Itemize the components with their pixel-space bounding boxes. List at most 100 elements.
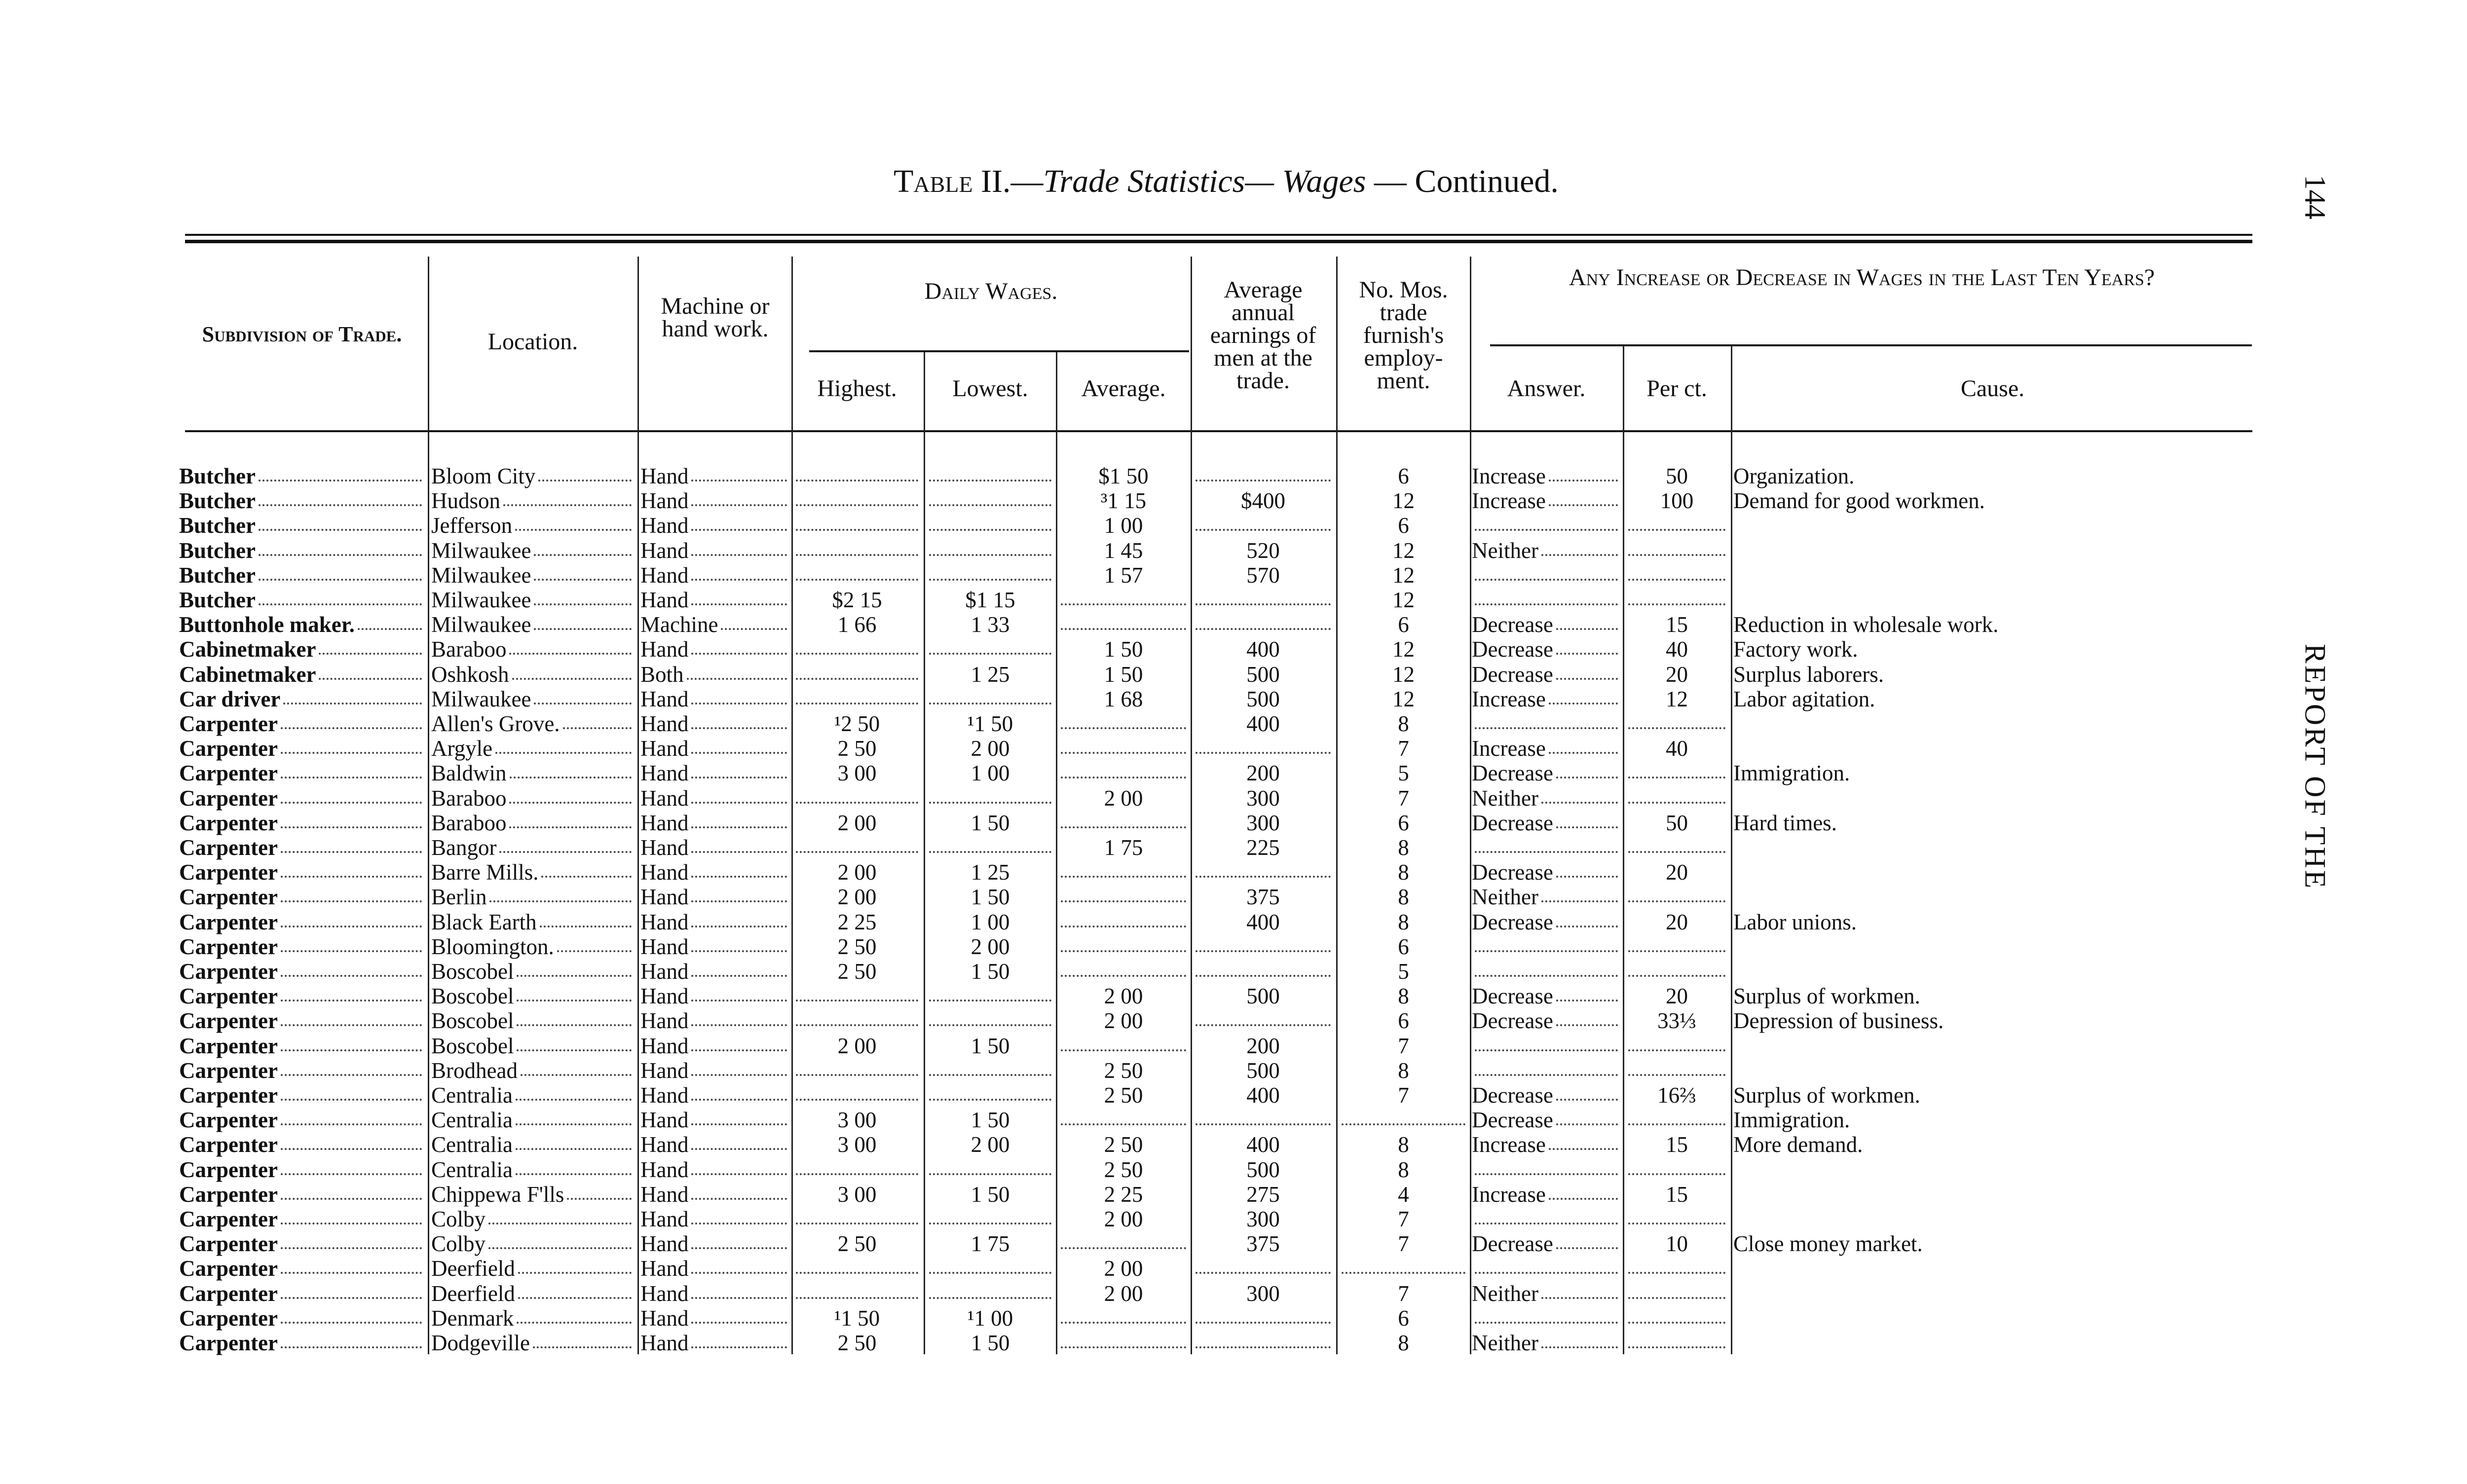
table-cell [793,1157,921,1182]
cell-text: Hand [640,538,689,563]
cell-text: 1 57 [1104,562,1143,588]
leader [357,612,422,631]
table-cell: Surplus of workmen. [1733,1083,2252,1108]
leader [283,687,422,705]
table-cell: Decrease [1472,612,1621,637]
leader [1475,563,1618,581]
table-cell [1625,1281,1728,1306]
leader [557,934,632,952]
table-cell: Carpenter [179,1207,425,1231]
table-cell [1472,1306,1621,1331]
table-cell [1625,959,1728,984]
leader [691,1058,787,1076]
leader [280,1306,422,1324]
cell-text: Increase [1472,464,1546,488]
table-cell: 2 00 [1058,1281,1189,1306]
table-cell [926,464,1054,488]
cell-text: Increase [1472,686,1546,711]
table-title: Table II.—Trade Statistics— Wages — Cont… [691,163,1761,200]
cell-text: Butcher [179,513,256,538]
cell-text: Milwaukee [431,538,531,563]
cell-text: Both [640,662,684,687]
leader [796,984,918,1002]
leader [1475,1157,1618,1175]
table-cell [926,637,1054,662]
cell-text: 16⅔ [1657,1083,1696,1108]
cell-text: ¹2 50 [834,711,880,736]
leader [1196,612,1331,631]
cell-text: $1 50 [1098,464,1149,488]
table-cell: Reduction in wholesale work. [1733,612,2252,637]
table-cell: 2 50 [1058,1083,1189,1108]
leader [503,488,632,507]
leader [280,1034,422,1051]
table-cell: ¹1 50 [793,1306,921,1331]
cell-text: Hand [640,1157,689,1182]
table-cell: 400 [1193,1132,1334,1157]
leader [1475,959,1618,977]
table-cell: Increase [1472,1182,1621,1207]
cell-text: Hand [640,1058,689,1083]
table-cell: 15 [1625,1182,1728,1207]
table-cell: 12 [1625,687,1728,711]
leader [796,1256,918,1274]
cell-text: Carpenter [179,736,278,761]
leader [562,711,632,729]
leader [280,1256,422,1274]
table-cell: 2 00 [793,860,921,885]
cell-text: Hand [640,736,689,761]
table-cell [793,1256,921,1281]
cell-text: Hand [640,1281,689,1306]
table-cell: Hand [640,1306,790,1331]
cell-text: 400 [1246,637,1280,662]
table-cell: Hand [640,1008,790,1033]
leader [796,1058,918,1076]
cell-text: Allen's Grove. [431,711,560,736]
col-header: Any Increase or Decrease in Wages in the… [1569,264,2155,291]
leader [1548,736,1618,754]
leader [691,1207,787,1224]
table-cell [1733,1256,2252,1281]
cell-text: Oshkosh [431,662,509,687]
cell-text: Butcher [179,562,256,588]
table-cell: 300 [1193,786,1334,811]
cell-text: Neither [1472,785,1538,811]
leader [691,488,787,507]
cell-text: 400 [1246,909,1280,934]
leader [929,1157,1051,1175]
leader [1628,959,1725,977]
cell-text: Baldwin [431,761,507,786]
table-cell: Baraboo [431,637,635,662]
cell-text: Carpenter [179,860,278,885]
cell-text: Decrease [1472,662,1553,687]
table-cell: 7 [1339,1034,1468,1058]
table-cell [1193,1331,1334,1355]
table-cell: 12 [1339,687,1468,711]
table-cell: 5 [1339,761,1468,785]
leader [280,711,422,729]
cell-text: 300 [1246,1281,1280,1306]
table-cell [926,563,1054,588]
col-header: Highest. [817,375,897,402]
leader [1061,934,1186,952]
table-cell [1193,934,1334,959]
table-cell: Hand [640,1256,790,1281]
cell-text: 8 [1398,1132,1409,1157]
leader [1628,1108,1725,1126]
table-cell: Baraboo [431,786,635,811]
cell-text: Carpenter [179,959,278,984]
leader [517,1306,632,1324]
col-header: Lowest. [952,375,1028,402]
leader [1061,959,1186,977]
cell-text: 1 68 [1104,686,1143,711]
table-cell: Decrease [1472,1008,1621,1033]
table-cell: Boscobel [431,1008,635,1033]
cell-text: 12 [1392,538,1415,563]
table-cell: Carpenter [179,910,425,934]
cell-text: 12 [1392,662,1415,687]
table-cell: Hand [640,513,790,538]
cell-text: 1 50 [971,1033,1010,1058]
title-italic: Trade Statistics— Wages [1043,163,1366,199]
cell-text: 2 00 [1104,1207,1143,1231]
table-cell: Immigration. [1733,1108,2252,1132]
